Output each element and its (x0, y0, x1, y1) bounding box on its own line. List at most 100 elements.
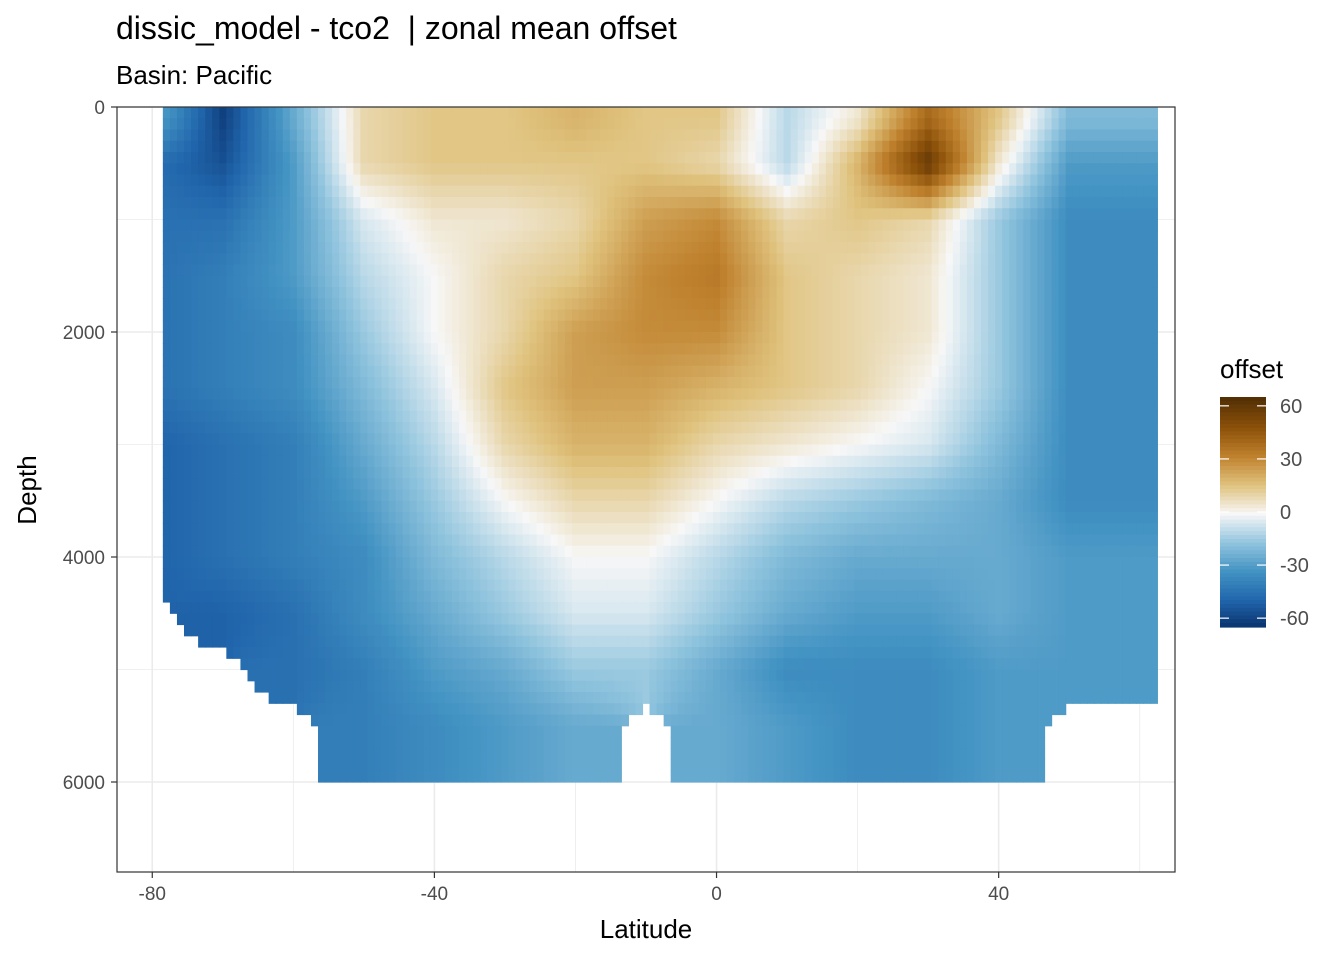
heatmap-cell (184, 523, 192, 536)
heatmap-cell (310, 467, 319, 479)
heatmap-cell (198, 309, 206, 322)
heatmap-cell (628, 377, 637, 389)
heatmap-cell (550, 208, 559, 221)
heatmap-cell (416, 647, 425, 659)
heatmap-cell (169, 433, 178, 446)
heatmap-cell (353, 523, 361, 536)
heatmap-cell (748, 478, 756, 491)
heatmap-cell (501, 140, 510, 153)
heatmap-cell (473, 669, 481, 682)
heatmap-cell (240, 185, 249, 198)
heatmap-cell (184, 500, 192, 513)
heatmap-cell (684, 770, 693, 783)
heatmap-cell (621, 185, 629, 198)
heatmap-cell (346, 680, 354, 693)
heatmap-cell (571, 579, 580, 592)
heatmap-cell (649, 410, 658, 423)
heatmap-cell (621, 399, 629, 412)
heatmap-cell (233, 624, 242, 637)
heatmap-cell (564, 422, 573, 434)
heatmap-cell (423, 410, 432, 423)
heatmap-cell (614, 545, 622, 558)
heatmap-cell (720, 590, 728, 603)
heatmap-cell (564, 377, 573, 389)
heatmap-cell (402, 152, 411, 164)
heatmap-cell (346, 422, 354, 434)
heatmap-cell (571, 624, 580, 637)
heatmap-cell (677, 602, 686, 614)
heatmap-cell (748, 669, 756, 682)
heatmap-cell (430, 163, 439, 176)
heatmap-cell (663, 467, 672, 479)
heatmap-cell (600, 298, 608, 311)
heatmap-cell (205, 185, 213, 198)
heatmap-cell (600, 658, 608, 671)
heatmap-cell (557, 163, 566, 176)
heatmap-cell (698, 703, 707, 716)
heatmap-cell (698, 613, 707, 626)
heatmap-cell (762, 500, 771, 513)
heatmap-cell (607, 579, 615, 592)
heatmap-cell (233, 275, 242, 288)
heatmap-cell (677, 264, 686, 277)
heatmap-cell (325, 557, 333, 569)
heatmap-cell (254, 647, 263, 659)
heatmap-cell (713, 669, 721, 682)
heatmap-cell (416, 332, 425, 344)
heatmap-cell (466, 590, 474, 603)
heatmap-cell (691, 534, 700, 547)
heatmap-cell (586, 422, 594, 434)
heatmap-cell (550, 107, 559, 119)
heatmap-cell (543, 365, 552, 378)
heatmap-cell (296, 365, 305, 378)
heatmap-cell (741, 422, 749, 434)
heatmap-cell (691, 422, 700, 434)
heatmap-cell (586, 365, 594, 378)
heatmap-cell (318, 433, 326, 446)
heatmap-cell (677, 332, 686, 344)
heatmap-cell (240, 377, 249, 389)
heatmap-cell (184, 433, 192, 446)
heatmap-cell (578, 354, 587, 367)
heatmap-cell (310, 523, 319, 536)
heatmap-cell (691, 298, 700, 311)
heatmap-cell (459, 489, 467, 502)
heatmap-cell (621, 219, 629, 232)
heatmap-cell (480, 219, 488, 232)
heatmap-cell (346, 208, 354, 221)
heatmap-cell (452, 737, 460, 749)
heatmap-cell (628, 152, 637, 164)
heatmap-cell (564, 242, 573, 254)
heatmap-cell (289, 455, 298, 468)
heatmap-cell (529, 635, 538, 648)
heatmap-cell (529, 354, 538, 367)
heatmap-cell (423, 253, 432, 266)
heatmap-cell (261, 613, 270, 626)
heatmap-cell (656, 129, 665, 142)
heatmap-cell (261, 332, 270, 344)
heatmap-cell (430, 703, 439, 716)
heatmap-cell (663, 332, 672, 344)
heatmap-cell (769, 264, 778, 277)
heatmap-cell (670, 365, 679, 378)
heatmap-cell (515, 320, 524, 333)
heatmap-cell (325, 489, 333, 502)
heatmap-cell (430, 174, 439, 187)
heatmap-cell (557, 309, 566, 322)
heatmap-cell (600, 354, 608, 367)
heatmap-cell (564, 332, 573, 344)
heatmap-cell (635, 635, 644, 648)
heatmap-cell (656, 602, 665, 614)
heatmap-cell (684, 365, 693, 378)
heatmap-cell (571, 703, 580, 716)
heatmap-cell (564, 253, 573, 266)
heatmap-cell (508, 433, 517, 446)
heatmap-cell (388, 737, 397, 749)
heatmap-cell (303, 242, 312, 254)
heatmap-cell (198, 230, 206, 243)
heatmap-cell (578, 410, 587, 423)
heatmap-cell (219, 152, 227, 164)
heatmap-cell (713, 737, 721, 749)
heatmap-cell (282, 208, 291, 221)
heatmap-cell (247, 388, 256, 401)
